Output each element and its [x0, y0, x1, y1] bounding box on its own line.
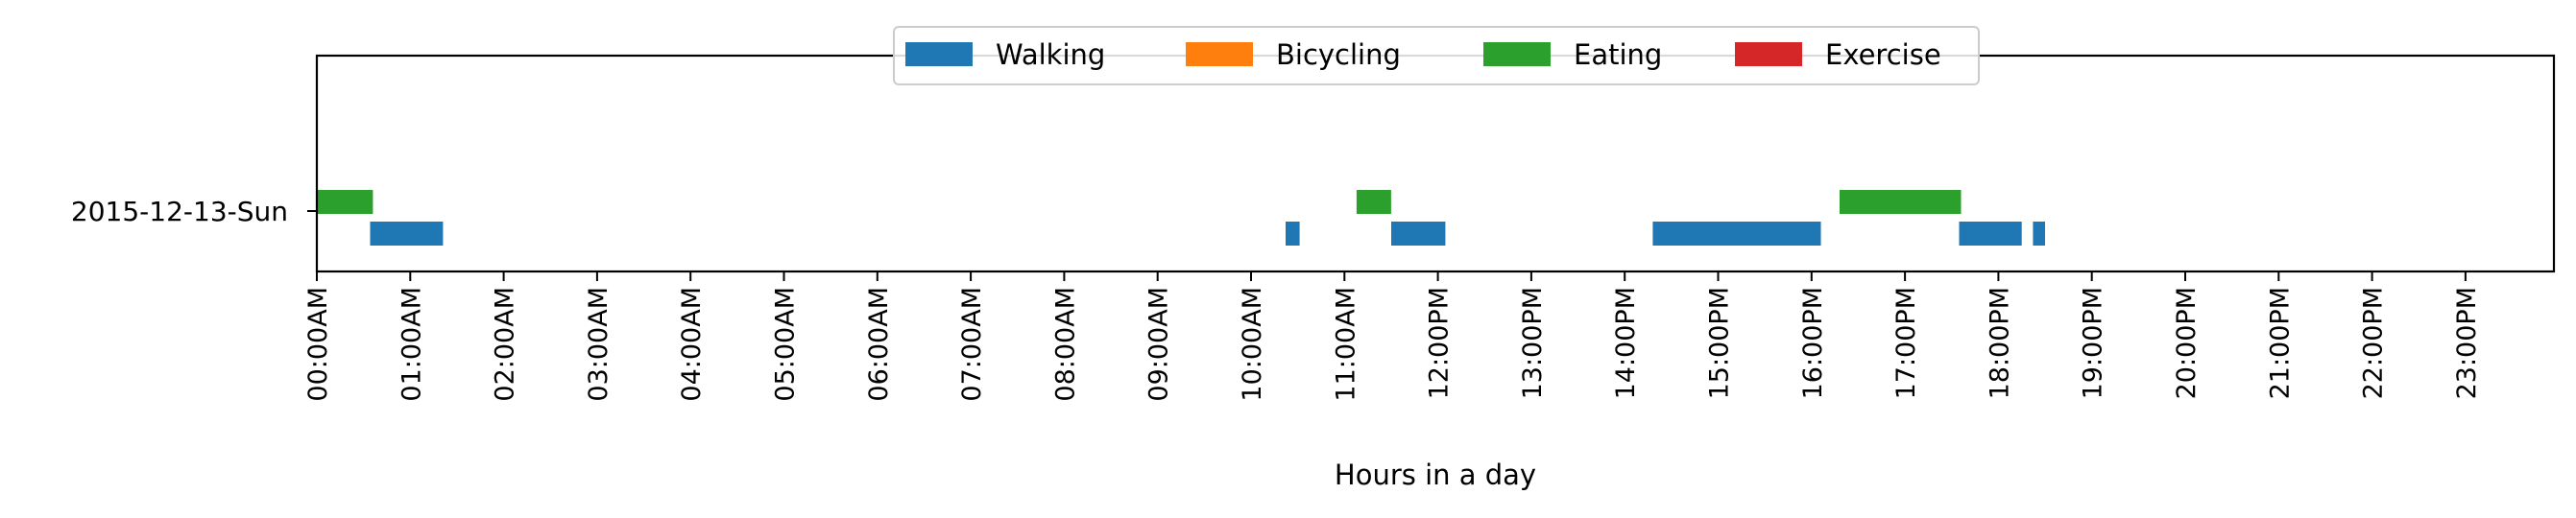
x-tick-label: 20:00PM [2172, 287, 2202, 399]
bar-eating-1 [1356, 190, 1391, 214]
bars-layer [317, 190, 2045, 246]
x-axis-label: Hours in a day [1335, 459, 1536, 491]
bar-walking-0 [370, 222, 444, 246]
x-tick-label: 06:00AM [864, 287, 894, 402]
y-axis: 2015-12-13-Sun [71, 196, 317, 227]
x-tick-label: 08:00AM [1050, 287, 1080, 402]
bar-walking-1 [1286, 222, 1300, 246]
x-tick-label: 05:00AM [771, 287, 801, 402]
x-tick-label: 04:00AM [677, 287, 707, 402]
legend-swatch-bicycling [1186, 42, 1253, 66]
legend-swatch-exercise [1735, 42, 1802, 66]
x-tick-label: 23:00PM [2452, 287, 2482, 399]
x-tick-label: 14:00PM [1611, 287, 1641, 399]
x-tick-label: 18:00PM [1985, 287, 2014, 399]
bar-eating-2 [1840, 190, 1962, 214]
x-tick-label: 17:00PM [1891, 287, 1921, 399]
x-tick-label: 02:00AM [491, 287, 520, 402]
x-tick-label: 10:00AM [1238, 287, 1267, 402]
x-tick-label: 01:00AM [397, 287, 426, 402]
bar-walking-3 [1652, 222, 1821, 246]
bar-walking-4 [1959, 222, 2022, 246]
legend: Walking Bicycling Eating Exercise [893, 26, 1980, 85]
legend-label-walking: Walking [996, 38, 1105, 71]
x-tick-label: 16:00PM [1798, 287, 1828, 399]
bar-walking-2 [1391, 222, 1446, 246]
legend-label-exercise: Exercise [1825, 38, 1941, 71]
x-tick-label: 07:00AM [957, 287, 987, 402]
x-tick-label: 15:00PM [1705, 287, 1735, 399]
bar-walking-5 [2033, 222, 2045, 246]
x-tick-label: 21:00PM [2265, 287, 2295, 399]
x-tick-label: 12:00PM [1425, 287, 1455, 399]
x-tick-label: 13:00PM [1518, 287, 1548, 399]
x-tick-label: 22:00PM [2359, 287, 2389, 399]
legend-swatch-eating [1483, 42, 1551, 66]
legend-swatch-walking [905, 42, 973, 66]
y-tick-label: 2015-12-13-Sun [71, 196, 288, 227]
x-tick-label: 11:00AM [1331, 287, 1360, 402]
x-tick-label: 03:00AM [584, 287, 614, 402]
legend-label-eating: Eating [1574, 38, 1662, 71]
legend-label-bicycling: Bicycling [1276, 38, 1401, 71]
x-tick-label: 09:00AM [1144, 287, 1174, 402]
x-tick-label: 00:00AM [303, 287, 333, 402]
x-axis: 00:00AM 01:00AM 02:00AM 03:00AM 04:00AM 05:00… [303, 271, 2482, 402]
bar-eating-0 [317, 190, 373, 214]
x-tick-label: 19:00PM [2079, 287, 2108, 399]
legend-frame [893, 26, 1980, 85]
